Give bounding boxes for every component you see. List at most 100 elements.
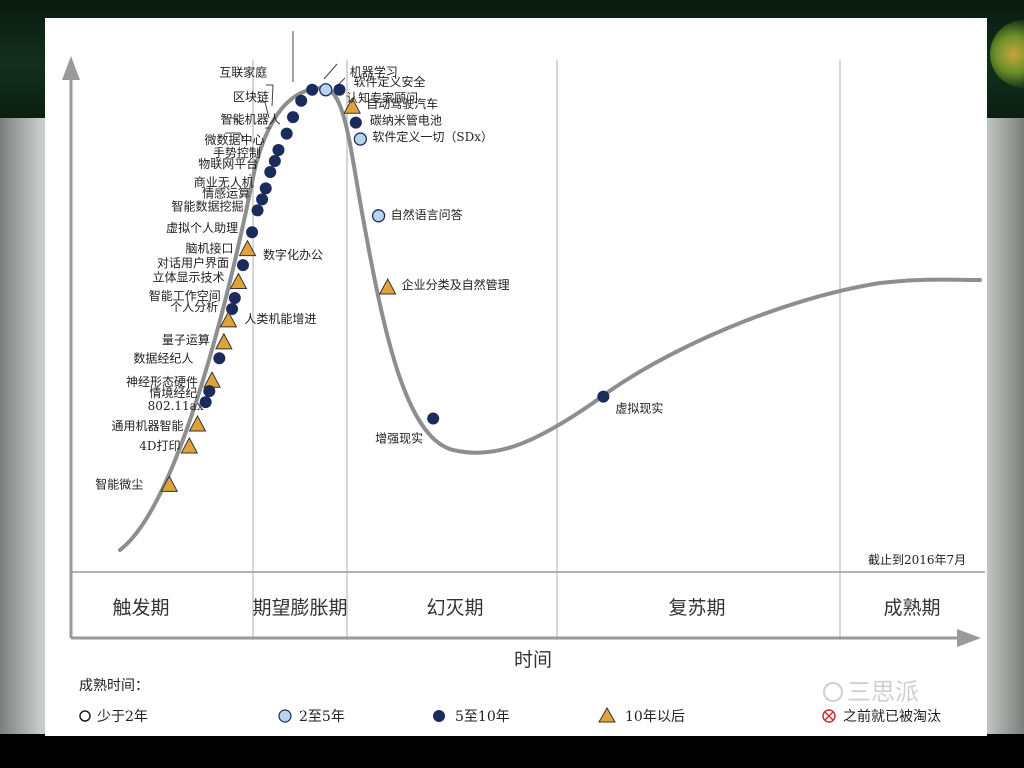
data-point [287,111,300,124]
data-point [280,127,293,140]
data-point [259,182,272,195]
leader-line [266,84,274,107]
data-label: 增强现实 [375,431,423,446]
data-label: 脑机接口 [186,241,234,256]
leader-line [225,117,243,126]
data-label: 虚拟现实 [615,401,663,416]
data-label: 虚拟个人助理 [166,221,238,235]
data-label: 智能数据挖掘 [172,198,244,213]
data-point [306,83,319,96]
data-label: 软件定义安全 [353,74,425,89]
phase-peak: 期望膨胀期 [252,597,347,619]
hype-curve [118,85,982,552]
data-label: 商业无人机 [194,174,254,189]
watermark-text: 三思派 [847,678,919,706]
data-label: 区块链 [233,89,269,104]
data-label: 个人分析 [170,300,218,314]
legend-item-5to10: 5至10年 [433,709,510,725]
data-point [264,165,277,178]
data-label: 对话用户界面 [157,255,229,270]
data-point [371,209,386,223]
legend-label: 2至5年 [299,709,345,725]
leader-line [225,132,245,140]
leader-line [323,63,338,80]
data-point [180,436,199,454]
open-circle-icon [79,710,91,722]
data-label: 数据经纪人 [133,350,193,365]
date-note: 截止到2016年7月 [868,553,966,567]
data-label: 通用机器智能 [111,418,183,433]
x-axis-arrow [957,629,981,647]
data-point [333,83,346,96]
wechat-icon [823,682,843,702]
data-point [378,277,397,295]
cross-stroke [824,711,834,721]
data-point [226,302,239,315]
data-label: 人类机能增进 [244,312,316,326]
data-label: 智能微尘 [95,476,143,491]
legend-item-obsolete: 之前就已被淘汰 [822,708,941,725]
legend-item-lt2: 少于2年 [79,709,148,725]
hype-cycle-figure: 认知专家顾问 机器学习 软件定义安全 互联家庭 区块链 智能机器人 微数据中心 手势控制 物联网… [45,18,987,736]
data-point [238,239,257,257]
data-point [203,385,216,398]
data-point [199,396,212,409]
data-point [427,412,440,425]
legend-title: 成熟时间： [79,678,149,694]
data-point [256,193,269,206]
data-label: 量子运算 [162,332,210,347]
data-point [353,132,368,146]
phase-slope: 复苏期 [668,597,725,619]
data-label: 企业分类及自然管理 [402,277,510,292]
data-point [295,94,308,107]
data-point [229,272,248,290]
legend-label: 之前就已被淘汰 [843,708,941,725]
triangle-icon [598,706,616,723]
data-point [597,390,610,403]
data-point [272,144,285,157]
data-point [349,116,362,129]
legend-label: 10年以后 [625,709,685,725]
data-label: 软件定义一切（SDx） [372,129,493,144]
dark-circle-icon [433,710,445,722]
phase-plateau: 成熟期 [883,597,940,619]
data-label: 立体显示技术 [152,270,224,285]
data-point [251,204,264,217]
data-label: 智能工作空间 [149,288,221,303]
phase-trough: 幻灭期 [426,597,483,619]
data-point [268,155,281,167]
data-label: 智能机器人 [221,112,281,127]
data-point [343,97,362,114]
legend-label: 少于2年 [97,709,148,725]
data-label: 自然语言问答 [391,207,463,222]
x-axis-label: 时间 [514,649,552,671]
data-label: 认知专家顾问 [346,90,418,105]
data-point [219,310,238,328]
data-label: 自动驾驶汽车 [366,96,438,111]
data-label: 碳纳米管电池 [370,113,442,128]
data-point [215,332,233,350]
leader-line [257,101,270,119]
legend-item-2to5: 2至5年 [278,709,345,725]
data-label: 神经形态硬件 [126,375,198,389]
phase-trigger: 触发期 [112,597,169,619]
data-label: 情感运算 [202,185,250,200]
data-label: 情境经纪 [149,385,197,400]
legend-item-gt10: 10年以后 [598,706,685,725]
data-point [228,292,241,304]
data-point [213,352,226,365]
data-points [160,83,610,492]
data-point [188,414,207,432]
data-point [236,259,249,272]
data-label: 物联网平台 [198,156,258,171]
light-circle-icon [278,709,292,723]
label-digital-office: 数字化办公 [263,247,323,262]
data-label: 手势控制 [213,146,261,160]
data-label: 微数据中心 [204,132,264,147]
data-point [319,83,333,97]
data-label: 互联家庭 [219,65,267,80]
slide-background-bottom [0,734,1024,768]
data-point [246,226,259,239]
